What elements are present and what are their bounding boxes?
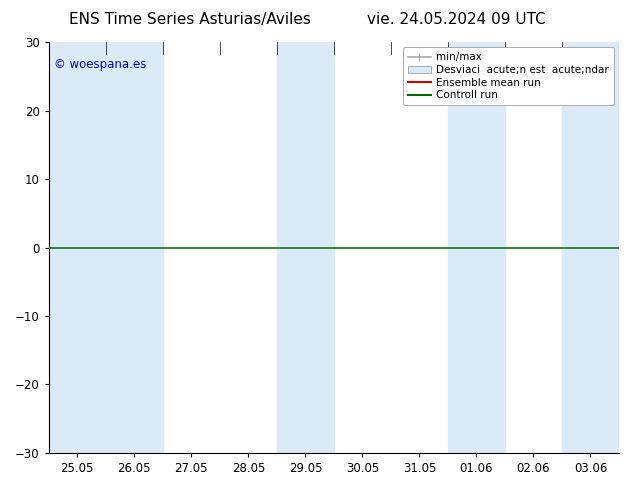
- Legend: min/max, Desviaci  acute;n est  acute;ndar, Ensemble mean run, Controll run: min/max, Desviaci acute;n est acute;ndar…: [403, 47, 614, 105]
- Bar: [49, 42, 163, 453]
- Text: © woespana.es: © woespana.es: [55, 58, 146, 72]
- Bar: [562, 42, 619, 453]
- Text: ENS Time Series Asturias/Aviles: ENS Time Series Asturias/Aviles: [69, 12, 311, 27]
- Bar: [277, 42, 334, 453]
- Text: vie. 24.05.2024 09 UTC: vie. 24.05.2024 09 UTC: [367, 12, 546, 27]
- Bar: [448, 42, 505, 453]
